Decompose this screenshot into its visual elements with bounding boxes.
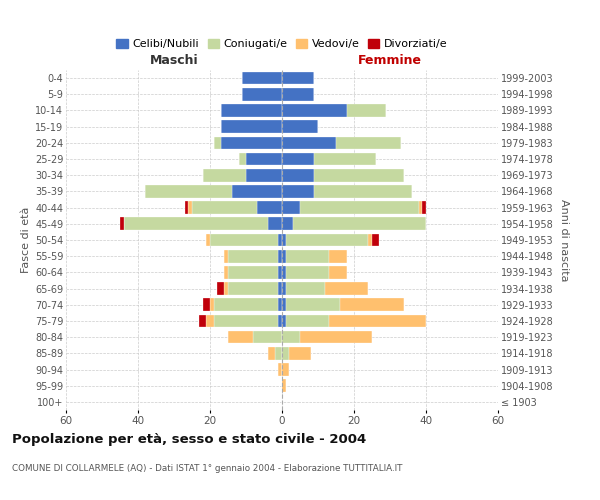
Bar (282, 185, 314, 198)
Bar (282, 266, 286, 278)
Bar (282, 314, 286, 328)
Text: COMUNE DI COLLARMELE (AQ) - Dati ISTAT 1° gennaio 2004 - Elaborazione TUTTITALIA: COMUNE DI COLLARMELE (AQ) - Dati ISTAT 1… (12, 464, 403, 473)
Bar (246, 152, 282, 166)
Bar (282, 234, 286, 246)
Bar (286, 282, 325, 295)
Bar (300, 202, 419, 214)
Bar (228, 250, 278, 262)
Bar (253, 331, 282, 344)
Bar (286, 314, 329, 328)
Bar (210, 298, 214, 311)
Bar (282, 88, 314, 101)
Bar (329, 250, 347, 262)
Bar (286, 266, 329, 278)
Bar (206, 314, 214, 328)
Bar (278, 234, 282, 246)
Bar (214, 298, 278, 311)
Bar (221, 120, 282, 133)
Bar (329, 314, 426, 328)
Y-axis label: Anni di nascita: Anni di nascita (559, 198, 569, 281)
Bar (192, 202, 257, 214)
Bar (188, 202, 192, 214)
Bar (329, 266, 347, 278)
Bar (185, 202, 188, 214)
Bar (228, 282, 278, 295)
Bar (282, 363, 289, 376)
Bar (242, 72, 282, 85)
Bar (372, 234, 379, 246)
Bar (282, 331, 300, 344)
Bar (300, 331, 372, 344)
Bar (278, 298, 282, 311)
Bar (214, 136, 221, 149)
Bar (282, 298, 286, 311)
Bar (282, 120, 318, 133)
Bar (282, 72, 314, 85)
Bar (228, 266, 278, 278)
Bar (224, 282, 228, 295)
Bar (289, 347, 311, 360)
Bar (278, 314, 282, 328)
Bar (336, 136, 401, 149)
Bar (268, 218, 282, 230)
Bar (217, 282, 224, 295)
Bar (228, 331, 253, 344)
Bar (120, 218, 124, 230)
Bar (239, 152, 246, 166)
Bar (293, 218, 426, 230)
Bar (246, 169, 282, 181)
Bar (203, 298, 210, 311)
Bar (268, 347, 275, 360)
Bar (232, 185, 282, 198)
Bar (282, 347, 289, 360)
Bar (210, 234, 278, 246)
Bar (221, 104, 282, 117)
Bar (224, 266, 228, 278)
Bar (340, 298, 404, 311)
Bar (282, 152, 314, 166)
Bar (206, 234, 210, 246)
Bar (325, 282, 368, 295)
Bar (278, 363, 282, 376)
Bar (282, 380, 286, 392)
Bar (314, 152, 376, 166)
Bar (275, 347, 282, 360)
Bar (203, 169, 246, 181)
Bar (314, 185, 412, 198)
Text: Femmine: Femmine (358, 54, 422, 67)
Bar (282, 136, 336, 149)
Bar (286, 234, 368, 246)
Bar (347, 104, 386, 117)
Bar (242, 88, 282, 101)
Bar (224, 250, 228, 262)
Bar (214, 314, 278, 328)
Bar (282, 169, 314, 181)
Bar (221, 136, 282, 149)
Bar (278, 250, 282, 262)
Bar (419, 202, 422, 214)
Bar (314, 169, 404, 181)
Bar (368, 234, 372, 246)
Bar (278, 282, 282, 295)
Y-axis label: Fasce di età: Fasce di età (20, 207, 31, 273)
Text: Maschi: Maschi (149, 54, 199, 67)
Bar (282, 282, 286, 295)
Bar (257, 202, 282, 214)
Legend: Celibi/Nubili, Coniugati/e, Vedovi/e, Divorziati/e: Celibi/Nubili, Coniugati/e, Vedovi/e, Di… (114, 36, 450, 52)
Bar (124, 218, 268, 230)
Bar (286, 250, 329, 262)
Bar (282, 202, 300, 214)
Bar (278, 266, 282, 278)
Bar (282, 250, 286, 262)
Bar (199, 314, 206, 328)
Bar (422, 202, 426, 214)
Text: Popolazione per età, sesso e stato civile - 2004: Popolazione per età, sesso e stato civil… (12, 432, 366, 446)
Bar (145, 185, 232, 198)
Bar (282, 218, 293, 230)
Bar (282, 104, 347, 117)
Bar (286, 298, 340, 311)
